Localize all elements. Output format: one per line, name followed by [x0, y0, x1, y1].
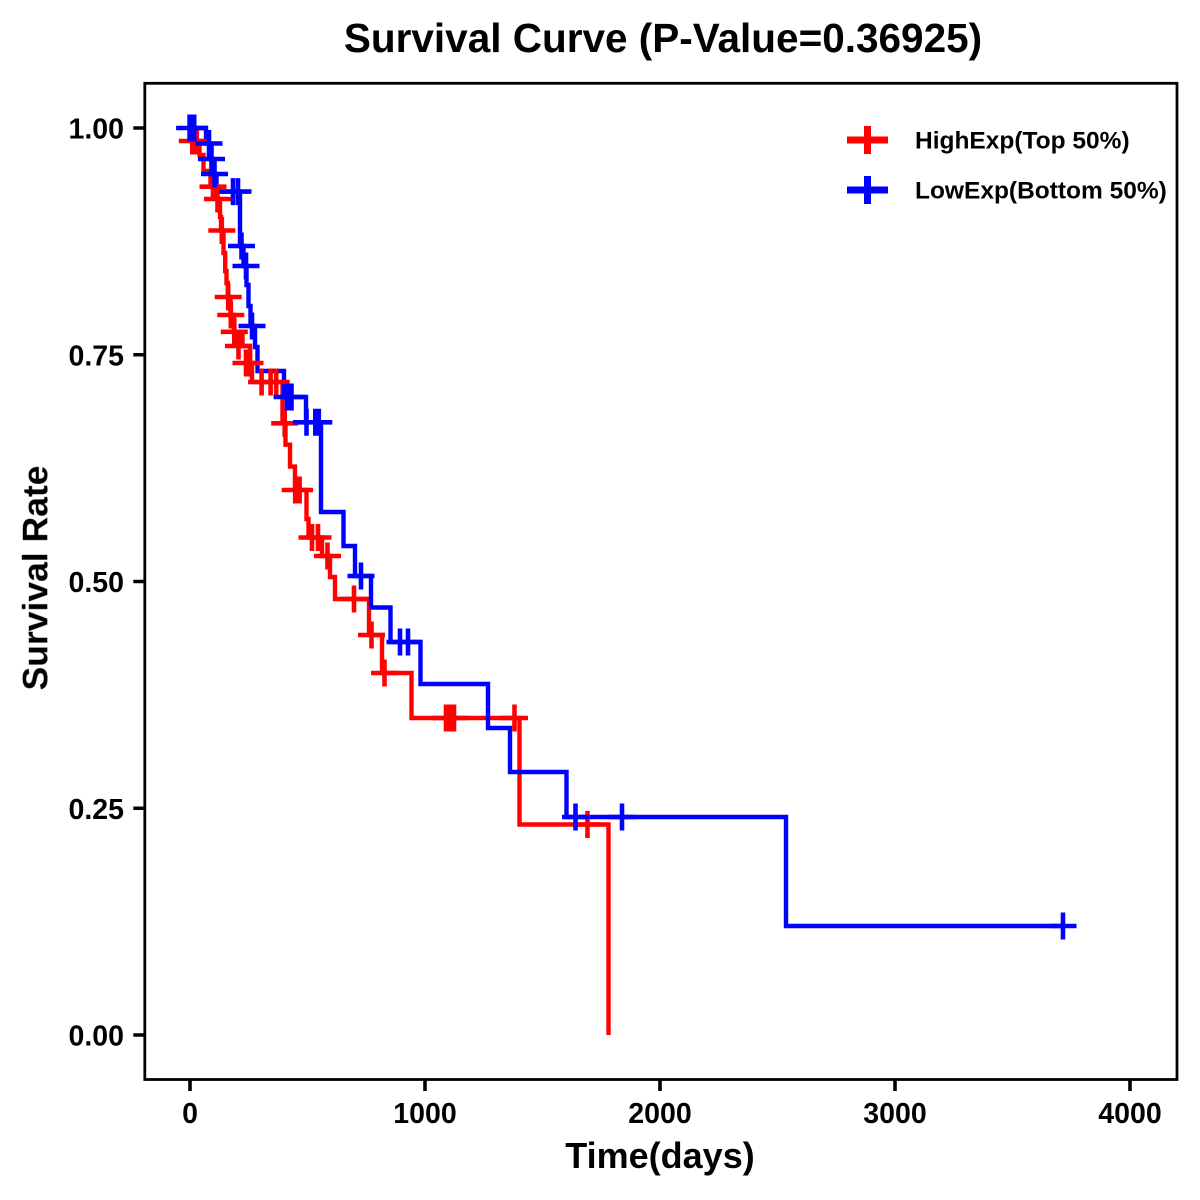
svg-text:0: 0 — [182, 1098, 198, 1130]
svg-text:3000: 3000 — [863, 1098, 926, 1130]
svg-text:0.25: 0.25 — [69, 794, 125, 826]
svg-text:1000: 1000 — [393, 1098, 456, 1130]
svg-text:0.50: 0.50 — [69, 567, 124, 599]
svg-text:Survival Rate: Survival Rate — [15, 466, 55, 691]
svg-text:Survival Curve (P-Value=0.3692: Survival Curve (P-Value=0.36925) — [344, 15, 982, 61]
svg-text:0.75: 0.75 — [69, 340, 125, 372]
svg-text:HighExp(Top 50%): HighExp(Top 50%) — [915, 128, 1130, 155]
svg-text:4000: 4000 — [1098, 1098, 1161, 1130]
svg-text:0.00: 0.00 — [69, 1021, 124, 1053]
svg-text:Time(days): Time(days) — [565, 1135, 754, 1176]
svg-text:LowExp(Bottom 50%): LowExp(Bottom 50%) — [915, 178, 1167, 205]
svg-text:1.00: 1.00 — [69, 114, 124, 146]
svg-text:2000: 2000 — [628, 1098, 691, 1130]
